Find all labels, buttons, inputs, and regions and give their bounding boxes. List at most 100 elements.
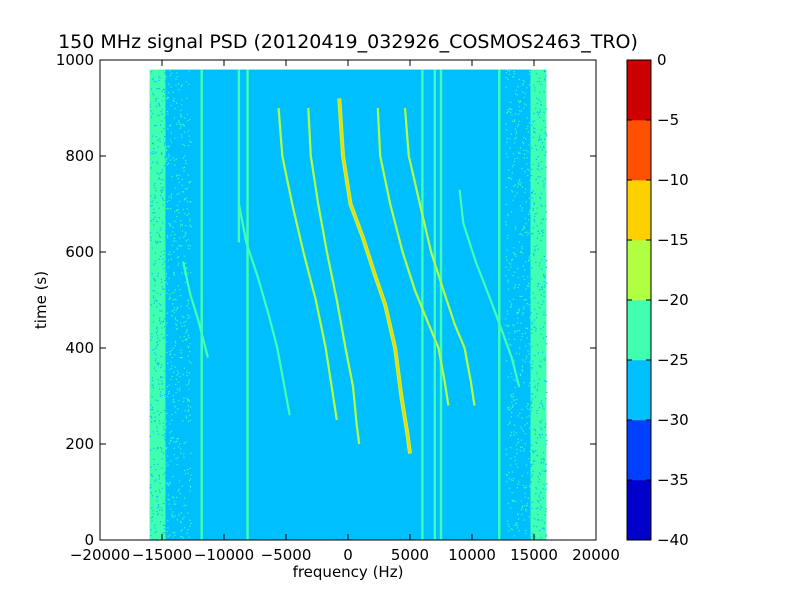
noise-speck	[161, 487, 163, 489]
noise-speck	[151, 377, 153, 379]
noise-speck	[169, 297, 171, 299]
noise-speck	[511, 401, 513, 403]
noise-speck	[179, 127, 181, 129]
noise-speck	[523, 299, 525, 301]
noise-speck	[540, 366, 542, 368]
noise-speck	[545, 380, 548, 383]
noise-speck	[187, 410, 189, 412]
noise-speck	[150, 236, 152, 238]
noise-speck	[158, 102, 160, 104]
noise-speck	[522, 107, 525, 109]
noise-speck	[544, 357, 546, 359]
noise-speck	[531, 147, 533, 149]
noise-speck	[163, 128, 165, 130]
noise-speck	[178, 446, 180, 448]
noise-speck	[544, 79, 546, 81]
noise-speck	[526, 168, 529, 170]
noise-speck	[544, 514, 546, 516]
noise-speck	[524, 269, 526, 271]
noise-speck	[517, 483, 519, 485]
noise-speck	[545, 534, 548, 536]
noise-speck	[507, 288, 510, 290]
noise-speck	[153, 224, 155, 226]
noise-speck	[532, 209, 534, 211]
noise-speck	[545, 535, 547, 537]
noise-speck	[160, 131, 163, 133]
noise-speck	[163, 144, 165, 146]
noise-speck	[546, 343, 548, 345]
noise-speck	[159, 229, 161, 231]
noise-speck	[514, 128, 517, 130]
noise-speck	[521, 207, 523, 209]
noise-speck	[168, 391, 170, 393]
noise-speck	[540, 83, 542, 85]
noise-speck	[187, 468, 189, 471]
noise-speck	[156, 221, 158, 223]
noise-speck	[513, 338, 516, 340]
noise-speck	[521, 210, 523, 212]
noise-speck	[529, 316, 531, 319]
noise-speck	[188, 399, 190, 401]
noise-speck	[539, 508, 541, 510]
noise-speck	[513, 379, 515, 381]
noise-speck	[158, 76, 160, 78]
noise-speck	[514, 158, 516, 160]
noise-speck	[537, 513, 539, 516]
noise-speck	[188, 70, 190, 72]
noise-speck	[521, 252, 524, 254]
noise-speck	[509, 107, 511, 109]
noise-speck	[506, 156, 509, 158]
noise-speck	[519, 179, 521, 181]
noise-speck	[153, 208, 155, 210]
noise-speck	[540, 422, 542, 424]
noise-speck	[164, 209, 166, 211]
noise-speck	[515, 444, 518, 446]
noise-speck	[165, 281, 167, 283]
doppler-curve	[338, 98, 411, 454]
noise-speck	[514, 501, 516, 503]
noise-speck	[543, 291, 545, 293]
noise-speck	[188, 381, 190, 383]
noise-speck	[537, 383, 539, 385]
noise-speck	[173, 503, 175, 505]
noise-speck	[151, 88, 153, 90]
noise-speck	[163, 250, 165, 252]
noise-speck	[168, 196, 170, 198]
noise-speck	[150, 409, 152, 411]
noise-speck	[157, 139, 159, 141]
noise-speck	[169, 254, 171, 256]
noise-speck	[157, 146, 159, 148]
noise-speck	[163, 320, 165, 322]
noise-speck	[509, 435, 512, 437]
noise-speck	[508, 471, 510, 473]
noise-speck	[179, 245, 181, 247]
noise-speck	[512, 395, 514, 397]
noise-speck	[174, 164, 176, 166]
noise-speck	[149, 106, 152, 108]
noise-speck	[173, 307, 175, 309]
noise-speck	[527, 260, 530, 262]
noise-speck	[162, 338, 164, 340]
noise-speck	[179, 288, 181, 291]
x-tick-label: −5000	[261, 546, 312, 564]
noise-speck	[181, 230, 183, 232]
noise-speck	[545, 423, 547, 425]
noise-speck	[157, 335, 159, 337]
noise-speck	[533, 460, 535, 462]
noise-speck	[525, 485, 528, 487]
noise-speck	[156, 426, 158, 428]
noise-speck	[531, 332, 533, 334]
noise-speck	[529, 461, 531, 463]
noise-speck	[538, 98, 540, 101]
noise-speck	[162, 222, 164, 224]
noise-speck	[156, 241, 159, 243]
noise-speck	[185, 504, 187, 506]
noise-speck	[183, 166, 186, 169]
noise-speck	[521, 513, 523, 516]
noise-speck	[509, 421, 511, 423]
noise-speck	[528, 259, 530, 261]
noise-speck	[189, 343, 191, 345]
noise-speck	[510, 446, 512, 449]
noise-speck	[156, 172, 158, 174]
noise-speck	[184, 410, 186, 412]
